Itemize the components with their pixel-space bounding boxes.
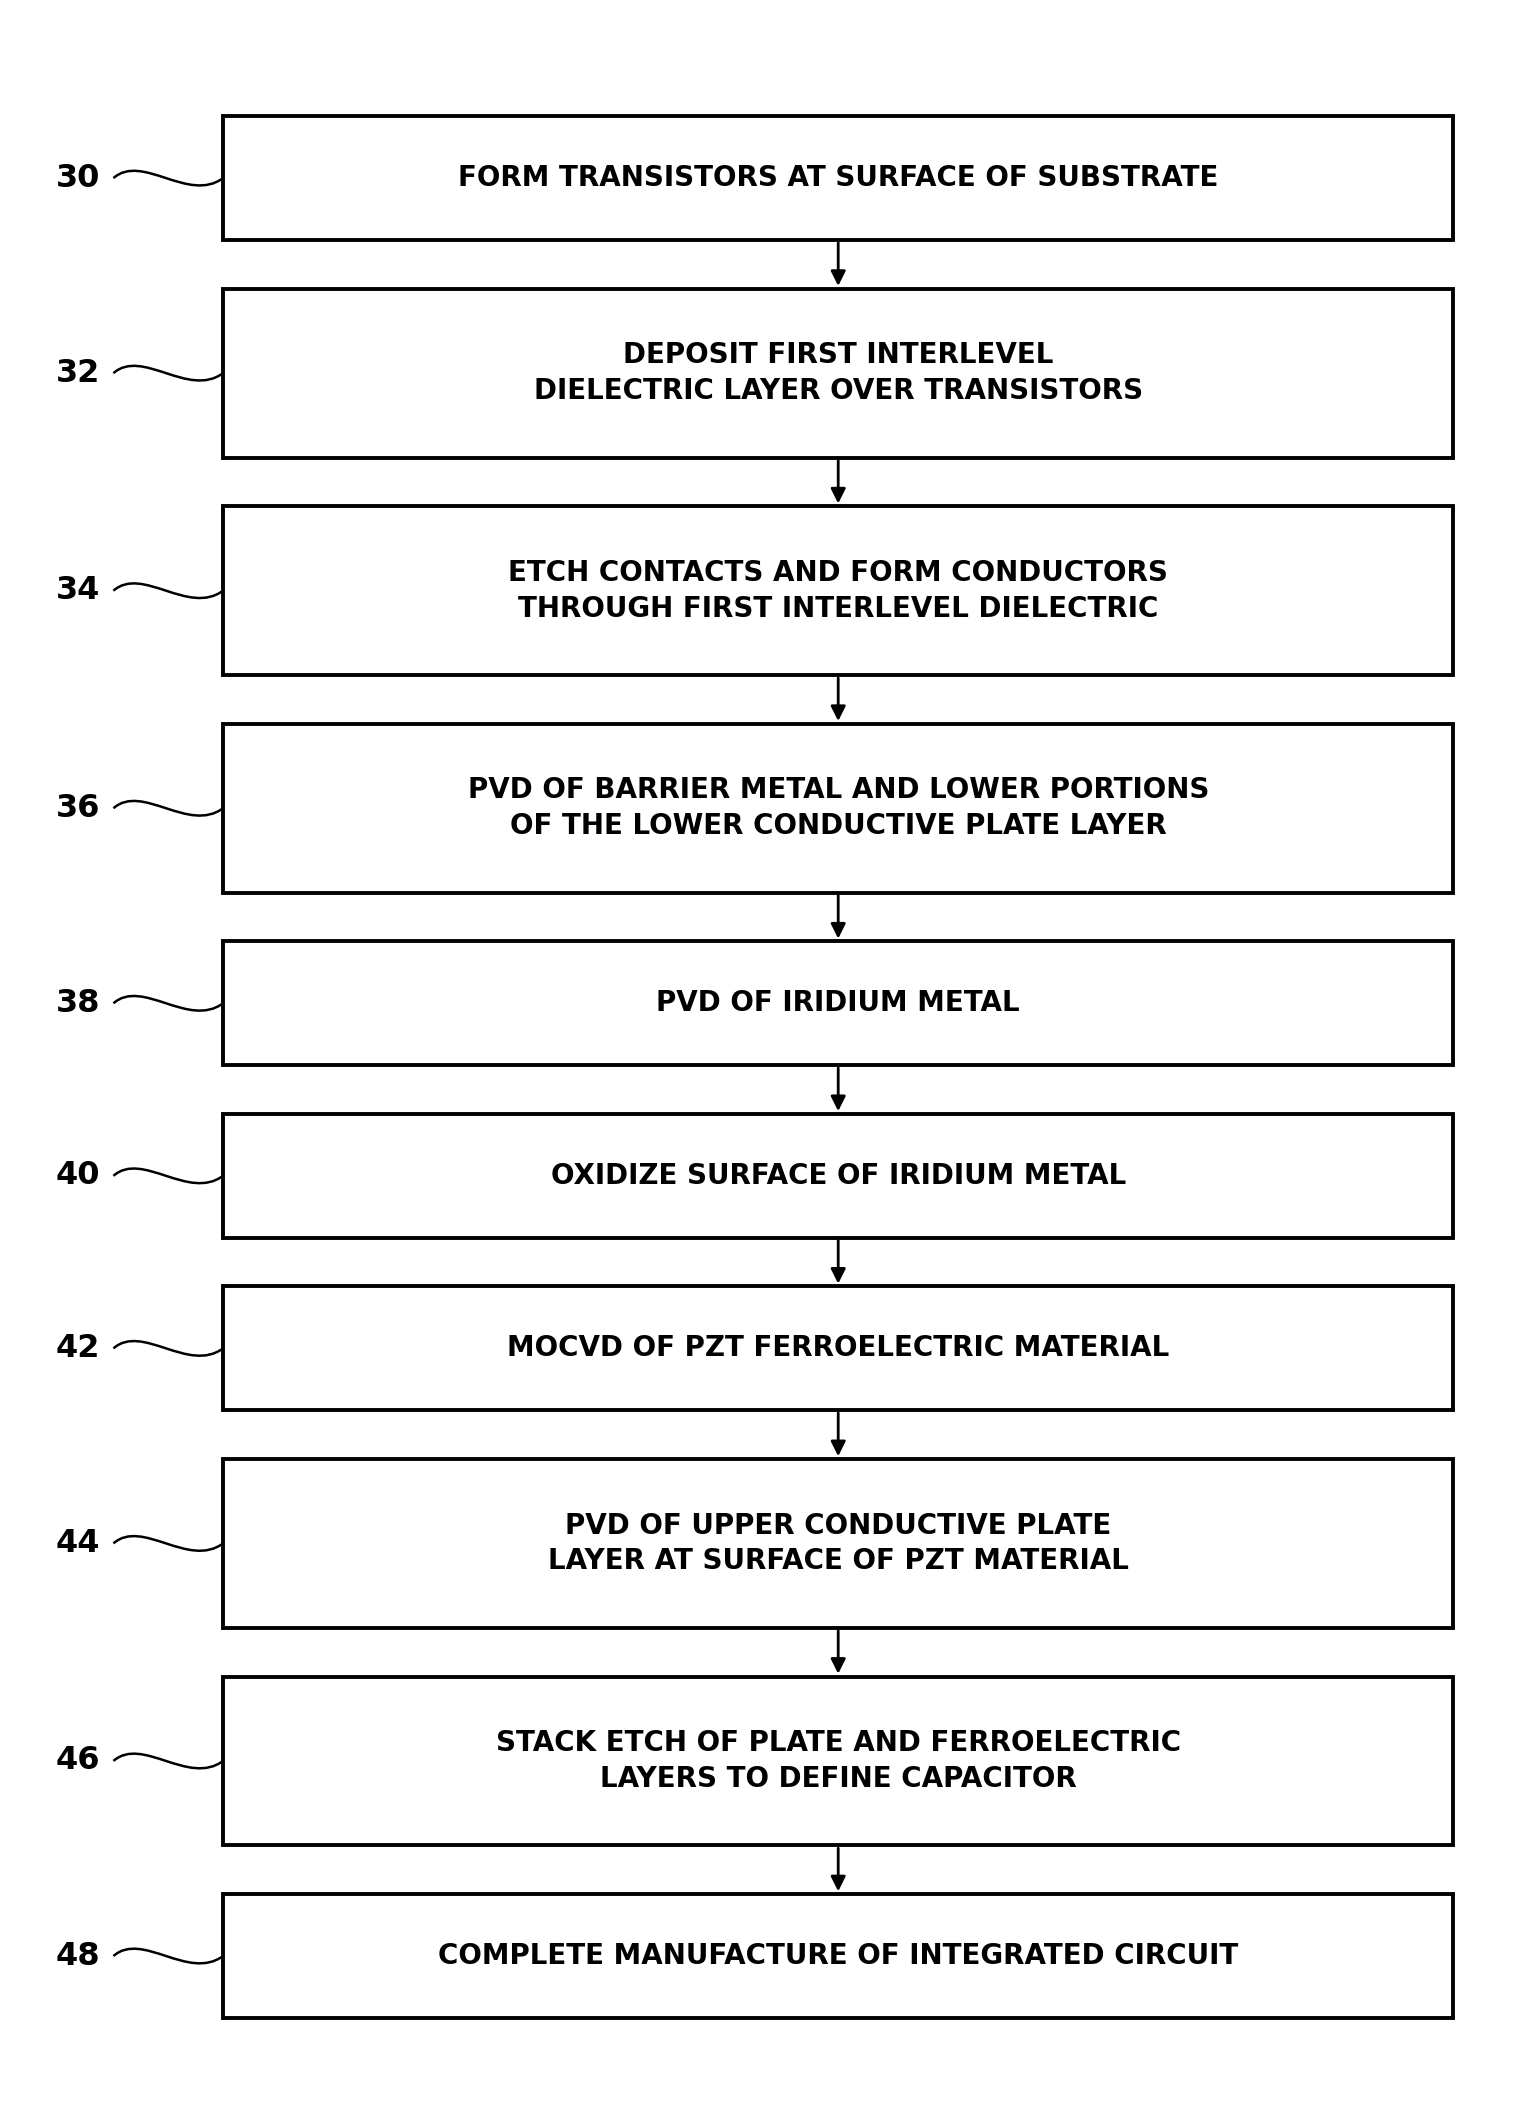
Text: PVD OF UPPER CONDUCTIVE PLATE
LAYER AT SURFACE OF PZT MATERIAL: PVD OF UPPER CONDUCTIVE PLATE LAYER AT S… [548, 1511, 1129, 1576]
Bar [223, 1460, 1453, 1627]
Text: COMPLETE MANUFACTURE OF INTEGRATED CIRCUIT: COMPLETE MANUFACTURE OF INTEGRATED CIRCU… [438, 1942, 1238, 1969]
Bar [223, 1114, 1453, 1238]
Text: OXIDIZE SURFACE OF IRIDIUM METAL: OXIDIZE SURFACE OF IRIDIUM METAL [551, 1162, 1126, 1190]
Text: PVD OF BARRIER METAL AND LOWER PORTIONS
OF THE LOWER CONDUCTIVE PLATE LAYER: PVD OF BARRIER METAL AND LOWER PORTIONS … [468, 775, 1209, 841]
Text: 30: 30 [55, 163, 100, 194]
Text: 34: 34 [55, 575, 100, 606]
Text: 46: 46 [55, 1745, 100, 1777]
Text: MOCVD OF PZT FERROELECTRIC MATERIAL: MOCVD OF PZT FERROELECTRIC MATERIAL [508, 1335, 1169, 1363]
Text: 38: 38 [55, 987, 100, 1018]
Bar [223, 289, 1453, 459]
Text: DEPOSIT FIRST INTERLEVEL
DIELECTRIC LAYER OVER TRANSISTORS: DEPOSIT FIRST INTERLEVEL DIELECTRIC LAYE… [534, 342, 1143, 406]
Text: 40: 40 [55, 1160, 100, 1192]
Text: PVD OF IRIDIUM METAL: PVD OF IRIDIUM METAL [657, 989, 1020, 1016]
Text: 42: 42 [55, 1333, 100, 1363]
Bar [223, 1676, 1453, 1845]
Bar [223, 1893, 1453, 2018]
Text: FORM TRANSISTORS AT SURFACE OF SUBSTRATE: FORM TRANSISTORS AT SURFACE OF SUBSTRATE [458, 165, 1218, 192]
Text: STACK ETCH OF PLATE AND FERROELECTRIC
LAYERS TO DEFINE CAPACITOR: STACK ETCH OF PLATE AND FERROELECTRIC LA… [495, 1728, 1181, 1792]
Text: ETCH CONTACTS AND FORM CONDUCTORS
THROUGH FIRST INTERLEVEL DIELECTRIC: ETCH CONTACTS AND FORM CONDUCTORS THROUG… [508, 558, 1169, 623]
Bar [223, 725, 1453, 892]
Bar [223, 507, 1453, 674]
Text: 32: 32 [55, 357, 100, 389]
Bar [223, 942, 1453, 1065]
Text: 44: 44 [55, 1528, 100, 1559]
Text: 36: 36 [55, 792, 100, 824]
Bar [223, 116, 1453, 241]
Bar [223, 1287, 1453, 1409]
Text: 48: 48 [55, 1940, 100, 1971]
